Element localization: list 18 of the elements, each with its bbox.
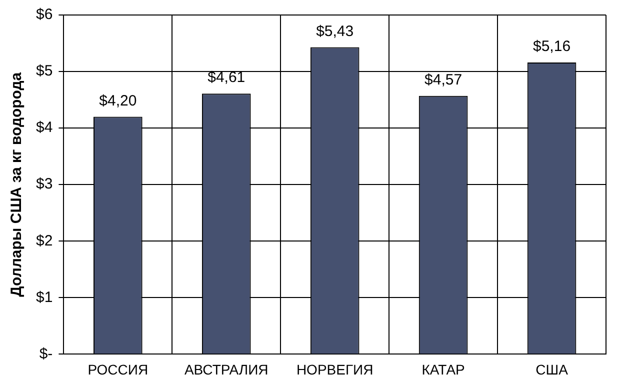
y-tick-label: $5	[36, 62, 53, 80]
data-label: $5,43	[316, 22, 354, 40]
y-tick-label: $3	[36, 176, 53, 193]
x-tick-label: КАТАР	[422, 361, 465, 378]
x-tick-label: АВСТРАЛИЯ	[184, 361, 268, 378]
y-tick-label: $-	[39, 345, 53, 362]
x-tick-label: РОССИЯ	[88, 361, 148, 378]
y-tick-label: $1	[36, 288, 53, 306]
x-tick-label: США	[536, 361, 569, 378]
data-label: $4,57	[424, 71, 462, 88]
y-axis-title: Доллары США за кг водорода	[8, 72, 26, 297]
data-label: $5,16	[532, 38, 571, 56]
y-tick-label: $2	[36, 232, 53, 250]
data-label: $4,61	[208, 69, 246, 86]
x-tick-label: НОРВЕГИЯ	[296, 361, 374, 378]
data-label: $4,20	[99, 92, 137, 110]
y-tick-label: $6	[36, 6, 53, 24]
y-tick-label: $4	[36, 119, 53, 136]
